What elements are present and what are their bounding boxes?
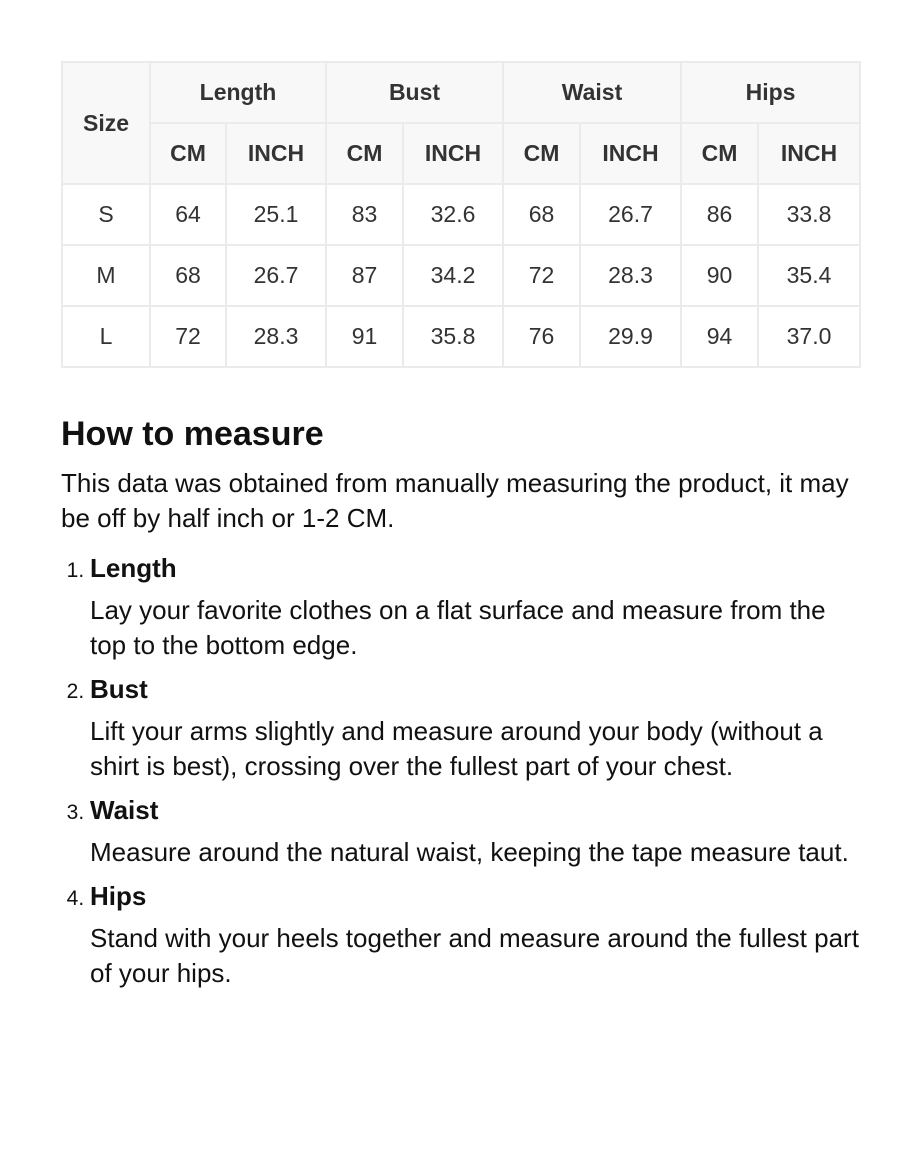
intro-text: This data was obtained from manually mea… <box>61 468 849 533</box>
step-title: Bust <box>90 674 148 704</box>
unit-header: CM <box>325 122 404 185</box>
value-cell: 86 <box>680 183 759 246</box>
value-cell: 72 <box>502 244 581 307</box>
step-description: Stand with your heels together and measu… <box>90 923 859 988</box>
value-cell: 32.6 <box>402 183 504 246</box>
section-title: How to measure <box>61 415 324 453</box>
value-cell: 72 <box>149 305 227 368</box>
size-cell: S <box>61 183 151 246</box>
size-header: Size <box>61 61 151 185</box>
value-cell: 64 <box>149 183 227 246</box>
value-cell: 87 <box>325 244 404 307</box>
header-row-units: CM INCH CM INCH CM INCH CM INCH <box>62 122 861 185</box>
value-cell: 35.8 <box>402 305 504 368</box>
unit-header: INCH <box>757 122 861 185</box>
value-cell: 94 <box>680 305 759 368</box>
table-row: M 68 26.7 87 34.2 72 28.3 90 35.4 <box>61 244 861 307</box>
value-cell: 35.4 <box>757 244 861 307</box>
step-description: Lift your arms slightly and measure arou… <box>90 716 823 781</box>
value-cell: 90 <box>680 244 759 307</box>
steps-list: Length Lay your favorite clothes on a fla… <box>61 548 861 991</box>
step-description: Measure around the natural waist, keepin… <box>90 837 849 867</box>
table-row: L 72 28.3 91 35.8 76 29.9 94 37.0 <box>61 305 861 368</box>
unit-header: INCH <box>579 122 682 185</box>
step-length: Length Lay your favorite clothes on a fla… <box>90 548 861 663</box>
unit-header: INCH <box>402 122 504 185</box>
unit-header: CM <box>502 122 581 185</box>
group-header-hips: Hips <box>680 61 861 124</box>
value-cell: 34.2 <box>402 244 504 307</box>
step-title: Waist <box>90 795 159 825</box>
step-waist: Waist Measure around the natural waist, k… <box>90 790 861 870</box>
size-cell: M <box>61 244 151 307</box>
value-cell: 26.7 <box>225 244 327 307</box>
unit-header: CM <box>149 122 227 185</box>
step-hips: Hips Stand with your heels together and m… <box>90 876 861 991</box>
header-row-groups: Size Length Bust Waist Hips <box>61 61 861 185</box>
group-header-length: Length <box>149 61 327 124</box>
value-cell: 91 <box>325 305 404 368</box>
group-header-bust: Bust <box>325 61 504 124</box>
value-cell: 28.3 <box>579 244 682 307</box>
step-title: Hips <box>90 881 147 911</box>
how-to-measure-section: How to measure This data was obtained fr… <box>61 412 861 997</box>
unit-header: CM <box>680 122 759 185</box>
step-bust: Bust Lift your arms slightly and measure … <box>90 669 861 784</box>
value-cell: 28.3 <box>225 305 327 368</box>
table-row: S 64 25.1 83 32.6 68 26.7 86 33.8 <box>61 183 861 246</box>
value-cell: 37.0 <box>757 305 861 368</box>
step-title: Length <box>90 553 177 583</box>
size-chart-table: Size Length Bust Waist Hips CM INCH CM I… <box>61 61 861 368</box>
value-cell: 76 <box>502 305 581 368</box>
value-cell: 68 <box>502 183 581 246</box>
value-cell: 25.1 <box>225 183 327 246</box>
value-cell: 68 <box>149 244 227 307</box>
size-cell: L <box>61 305 151 368</box>
value-cell: 26.7 <box>579 183 682 246</box>
value-cell: 33.8 <box>757 183 861 246</box>
value-cell: 29.9 <box>579 305 682 368</box>
unit-header: INCH <box>225 122 327 185</box>
value-cell: 83 <box>325 183 404 246</box>
step-description: Lay your favorite clothes on a flat surf… <box>90 595 826 660</box>
group-header-waist: Waist <box>502 61 682 124</box>
